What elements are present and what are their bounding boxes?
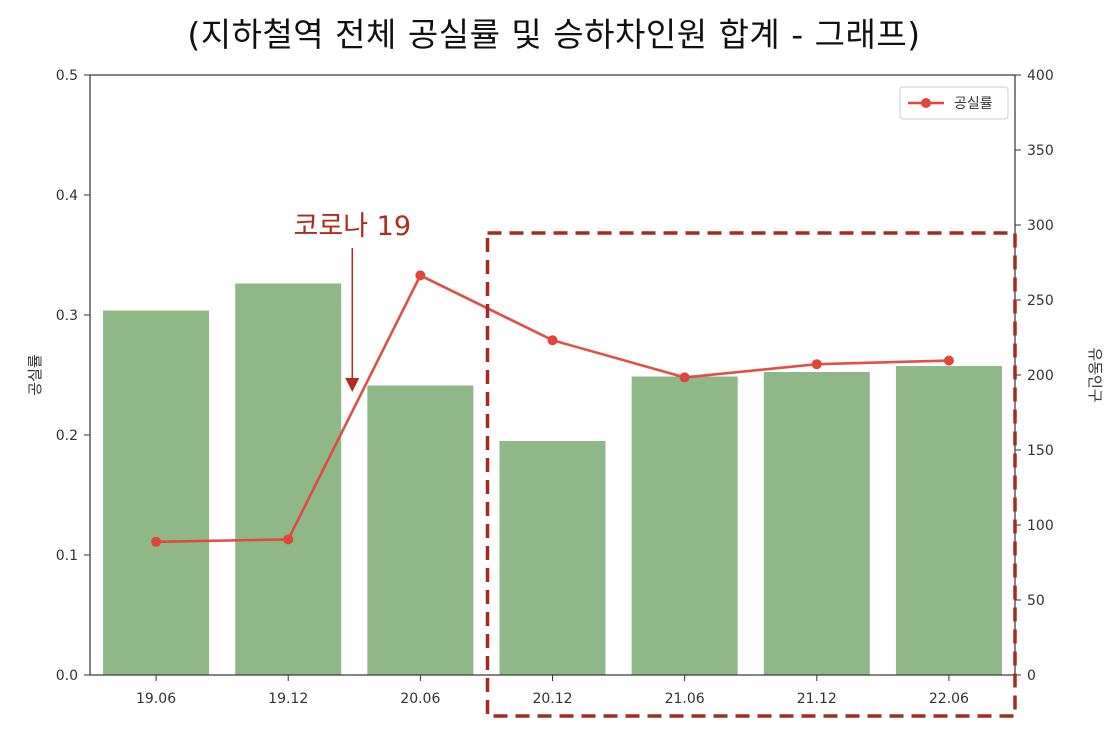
vacancy-point-22.06 <box>943 355 954 366</box>
bar-20.12 <box>499 441 606 675</box>
vacancy-point-20.06 <box>415 270 426 281</box>
bar-19.06 <box>103 310 210 675</box>
x-tick-label: 21.12 <box>797 691 837 707</box>
line-layer <box>151 270 954 547</box>
x-tick-label: 20.06 <box>400 691 440 707</box>
right-tick-label: 0 <box>1027 668 1036 684</box>
left-tick-label: 0.3 <box>56 308 78 324</box>
right-tick-label: 250 <box>1027 293 1054 309</box>
bar-22.06 <box>895 366 1002 675</box>
right-tick-label: 350 <box>1027 143 1054 159</box>
bar-layer <box>103 283 1002 675</box>
bar-21.12 <box>763 372 870 675</box>
bar-20.06 <box>367 385 474 675</box>
covid-arrow-head <box>345 378 360 392</box>
vacancy-point-21.12 <box>811 359 822 370</box>
vacancy-point-19.12 <box>283 534 294 545</box>
bar-21.06 <box>631 376 738 675</box>
x-tick-label: 19.06 <box>136 691 176 707</box>
left-tick-label: 0.0 <box>56 668 78 684</box>
legend-box <box>899 86 1009 120</box>
right-tick-label: 100 <box>1027 518 1054 534</box>
legend-label: 공실률 <box>954 96 993 112</box>
left-tick-label: 0.1 <box>56 548 78 564</box>
left-axis-label: 공실률 <box>26 354 44 396</box>
vacancy-point-19.06 <box>151 536 162 547</box>
x-tick-label: 20.12 <box>532 691 572 707</box>
x-tick-label: 19.12 <box>268 691 308 707</box>
right-tick-label: 200 <box>1027 368 1054 384</box>
legend-marker-swatch <box>921 98 931 108</box>
left-tick-label: 0.2 <box>56 428 78 444</box>
right-tick-label: 150 <box>1027 443 1054 459</box>
left-tick-label: 0.5 <box>56 68 78 84</box>
vacancy-point-20.12 <box>547 335 558 346</box>
left-tick-label: 0.4 <box>56 188 78 204</box>
right-axis-label: 유동인구 <box>1086 347 1104 402</box>
x-tick-label: 22.06 <box>929 691 969 707</box>
right-tick-label: 400 <box>1027 68 1054 84</box>
right-tick-label: 50 <box>1027 593 1045 609</box>
x-tick-label: 21.06 <box>665 691 705 707</box>
right-tick-label: 300 <box>1027 218 1054 234</box>
vacancy-point-21.06 <box>679 372 690 383</box>
covid-annotation-text: 코로나 19 <box>294 211 411 242</box>
tick-layer: 0.0 0.1 0.2 0.3 0.4 0.5 0 50 100 150 200 250 300 350 4… <box>26 68 1104 707</box>
bar-19.12 <box>235 283 342 675</box>
page-title: (지하철역 전체 공실률 및 승하차인원 합계 - 그래프) <box>187 15 921 54</box>
